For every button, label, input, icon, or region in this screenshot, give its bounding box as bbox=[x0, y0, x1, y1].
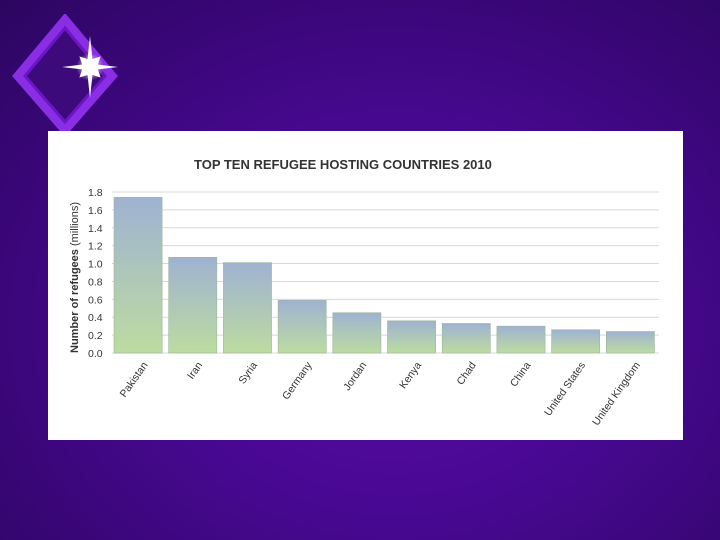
x-tick-label: Pakistan bbox=[118, 360, 151, 400]
y-tick-label: 0.6 bbox=[88, 294, 103, 306]
bar-chad bbox=[441, 323, 491, 354]
x-tick-label: Germany bbox=[280, 359, 315, 402]
y-tick-label: 1.6 bbox=[88, 205, 103, 217]
x-tick-label: United States bbox=[542, 360, 588, 419]
bar-pakistan bbox=[113, 197, 163, 354]
bar-kenya bbox=[387, 320, 436, 354]
x-tick-label: Chad bbox=[454, 360, 478, 388]
x-tick-label: Kenya bbox=[397, 360, 424, 391]
diamond-sparkle-icon bbox=[10, 13, 120, 137]
y-tick-label: 0.4 bbox=[88, 312, 103, 324]
x-tick-label: United Kingdom bbox=[590, 360, 643, 428]
y-tick-label: 0.2 bbox=[88, 330, 103, 342]
bar-jordan bbox=[332, 312, 382, 354]
chart-title: TOP TEN REFUGEE HOSTING COUNTRIES 2010 bbox=[194, 157, 492, 172]
bar-chart: TOP TEN REFUGEE HOSTING COUNTRIES 2010 1… bbox=[69, 157, 659, 428]
y-axis-label: Number of refugees (millions) bbox=[69, 202, 81, 353]
y-tick-label: 1.4 bbox=[88, 223, 103, 235]
bar-united-states bbox=[551, 329, 601, 354]
chart-panel: TOP TEN REFUGEE HOSTING COUNTRIES 2010 1… bbox=[48, 131, 683, 440]
y-axis-label-main: Number of refugees bbox=[69, 249, 81, 353]
y-tick-label: 1.0 bbox=[88, 259, 103, 271]
bar-syria bbox=[223, 262, 272, 354]
x-tick-label: China bbox=[508, 360, 534, 389]
y-tick-label: 1.2 bbox=[88, 241, 103, 253]
x-tick-label: Iran bbox=[185, 360, 205, 382]
y-tick-label: 0.8 bbox=[88, 276, 103, 288]
bar-united-kingdom bbox=[605, 331, 655, 354]
bar-china bbox=[496, 325, 546, 354]
bar-iran bbox=[168, 256, 218, 354]
bar-germany bbox=[277, 299, 327, 354]
y-tick-label: 0.0 bbox=[88, 348, 103, 360]
y-axis-label-unit: (millions) bbox=[69, 202, 81, 249]
x-tick-label: Syria bbox=[236, 360, 260, 387]
x-tick-label: Jordan bbox=[341, 360, 369, 393]
y-tick-label: 1.8 bbox=[88, 187, 103, 199]
